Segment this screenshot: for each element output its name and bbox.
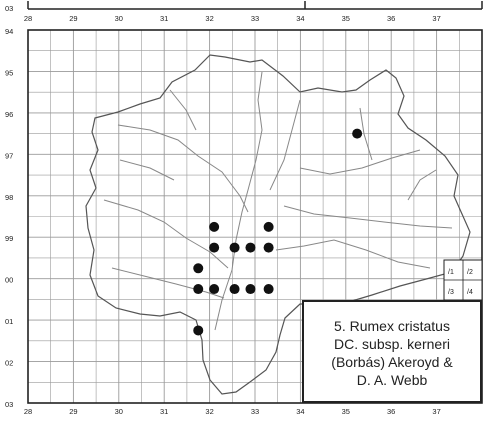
occurrence-dot [245, 284, 256, 295]
y-tick-label: 98 [5, 193, 13, 202]
x-tick-label: 31 [160, 407, 168, 416]
top-x-labels: 28 29 30 31 32 33 34 35 36 37 [24, 14, 441, 23]
x-tick-label: 29 [69, 407, 77, 416]
x-tick-label: 36 [387, 14, 395, 23]
top-strip [27, 1, 483, 10]
quadrant-label-2: /2 [467, 269, 473, 276]
occurrence-dot [263, 221, 274, 232]
occurrence-dot [209, 221, 220, 232]
map-frame [27, 29, 483, 404]
occurrence-dot [209, 284, 220, 295]
y-tick-label: 02 [5, 359, 13, 368]
y-tick-label: 00 [5, 276, 13, 285]
quadrant-label-1: /1 [448, 269, 454, 276]
x-tick-label: 33 [251, 14, 259, 23]
y-tick-label: 95 [5, 68, 13, 77]
y-tick-label: 94 [5, 27, 13, 36]
x-tick-label: 28 [24, 407, 32, 416]
occurrence-dot [229, 284, 240, 295]
x-tick-label: 35 [342, 407, 350, 416]
x-tick-label: 28 [24, 14, 32, 23]
occurrence-dot [193, 284, 204, 295]
x-tick-label: 37 [432, 14, 440, 23]
x-tick-label: 37 [432, 407, 440, 416]
y-axis-labels: 94 95 96 97 98 99 00 01 02 03 [5, 27, 13, 409]
occurrence-dot [245, 242, 256, 253]
y-tick-label: 96 [5, 110, 13, 119]
x-tick-label: 36 [387, 407, 395, 416]
y-tick-label: 01 [5, 317, 13, 326]
x-tick-label: 34 [296, 407, 304, 416]
x-tick-label: 35 [342, 14, 350, 23]
x-tick-label: 32 [205, 14, 213, 23]
x-tick-label: 30 [115, 14, 123, 23]
y-tick-label: 03 [5, 400, 13, 409]
occurrence-dot [263, 242, 274, 253]
x-tick-label: 31 [160, 14, 168, 23]
species-legend: 5. Rumex cristatus DC. subsp. kerneri (B… [302, 300, 482, 403]
x-tick-label: 29 [69, 14, 77, 23]
occurrence-dot [193, 263, 204, 274]
x-tick-label: 33 [251, 407, 259, 416]
quadrant-key: /1 /2 /3 /4 [443, 259, 483, 301]
occurrence-dot [263, 284, 274, 295]
occurrence-dot [229, 242, 240, 253]
legend-line-4: D. A. Webb [356, 372, 428, 388]
x-tick-label: 30 [115, 407, 123, 416]
x-tick-label: 32 [205, 407, 213, 416]
y-tick-label: 97 [5, 151, 13, 160]
occurrence-dots [193, 128, 363, 336]
y-tick-label: 99 [5, 234, 13, 243]
legend-line-1: 5. Rumex cristatus [334, 318, 450, 334]
occurrence-dot [352, 128, 363, 139]
bottom-x-labels: 28 29 30 31 32 33 34 35 36 37 [24, 407, 441, 416]
rivers [103, 71, 453, 331]
occurrence-dot [209, 242, 220, 253]
x-tick-label: 34 [296, 14, 304, 23]
quadrant-label-4: /4 [467, 289, 473, 296]
legend-line-3: (Borbás) Akeroyd & [331, 354, 453, 370]
legend-line-2: DC. subsp. kerneri [334, 336, 450, 352]
quadrant-label-3: /3 [448, 289, 454, 296]
region-outline [85, 54, 471, 395]
strip-y-label: 03 [5, 4, 13, 13]
occurrence-dot [193, 325, 204, 336]
